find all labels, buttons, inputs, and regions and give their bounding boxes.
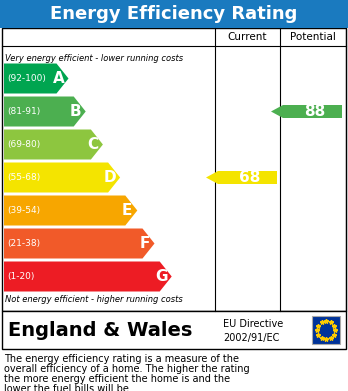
- Polygon shape: [271, 105, 342, 118]
- Text: Energy Efficiency Rating: Energy Efficiency Rating: [50, 5, 298, 23]
- Bar: [2, 28, 346, 311]
- Text: E: E: [122, 203, 133, 218]
- Text: Current: Current: [228, 32, 267, 42]
- Polygon shape: [4, 63, 69, 93]
- Text: overall efficiency of a home. The higher the rating: overall efficiency of a home. The higher…: [4, 364, 250, 374]
- Text: (1-20): (1-20): [7, 272, 34, 281]
- Text: Very energy efficient - lower running costs: Very energy efficient - lower running co…: [5, 54, 183, 63]
- Polygon shape: [4, 262, 172, 292]
- Text: (81-91): (81-91): [7, 107, 40, 116]
- Text: lower the fuel bills will be.: lower the fuel bills will be.: [4, 384, 132, 391]
- Text: the more energy efficient the home is and the: the more energy efficient the home is an…: [4, 374, 230, 384]
- Text: Potential: Potential: [290, 32, 336, 42]
- Text: (55-68): (55-68): [7, 173, 40, 182]
- Polygon shape: [4, 129, 103, 160]
- Bar: [312, 316, 340, 344]
- Text: 68: 68: [239, 170, 260, 185]
- Bar: [2, 311, 346, 349]
- Text: (21-38): (21-38): [7, 239, 40, 248]
- Text: (39-54): (39-54): [7, 206, 40, 215]
- Text: Not energy efficient - higher running costs: Not energy efficient - higher running co…: [5, 295, 183, 304]
- Text: 2002/91/EC: 2002/91/EC: [223, 333, 279, 343]
- Text: (69-80): (69-80): [7, 140, 40, 149]
- Polygon shape: [4, 163, 120, 192]
- Text: EU Directive: EU Directive: [223, 319, 283, 329]
- Polygon shape: [4, 196, 137, 226]
- Text: The energy efficiency rating is a measure of the: The energy efficiency rating is a measur…: [4, 354, 239, 364]
- Polygon shape: [4, 97, 86, 127]
- Polygon shape: [206, 171, 277, 184]
- Text: (92-100): (92-100): [7, 74, 46, 83]
- Polygon shape: [4, 228, 155, 258]
- Text: D: D: [104, 170, 117, 185]
- Text: F: F: [139, 236, 150, 251]
- Text: G: G: [156, 269, 168, 284]
- Text: B: B: [70, 104, 81, 119]
- Text: England & Wales: England & Wales: [8, 321, 192, 339]
- Bar: [0, 0, 348, 28]
- Text: 88: 88: [304, 104, 325, 119]
- Text: A: A: [53, 71, 64, 86]
- Text: C: C: [87, 137, 98, 152]
